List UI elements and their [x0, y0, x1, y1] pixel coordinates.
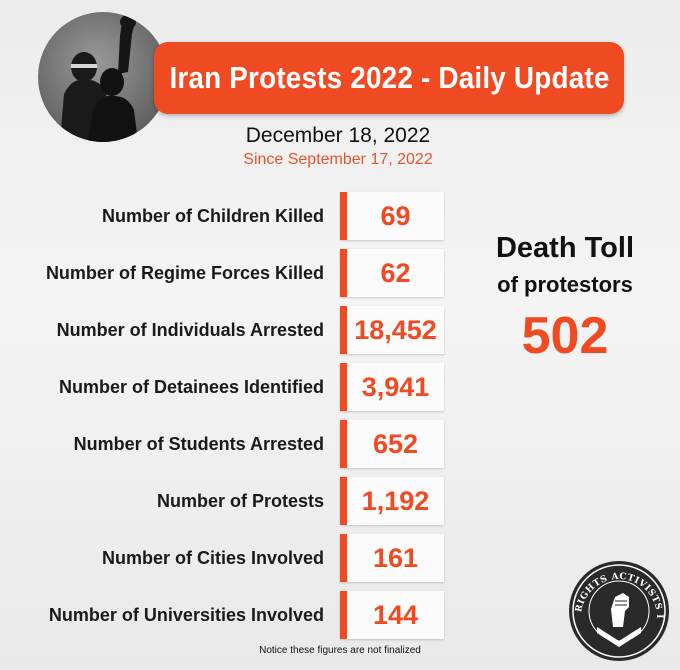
stat-box: 3,941 [340, 363, 444, 411]
stat-value: 18,452 [354, 315, 437, 345]
stat-row-universities-involved: Number of Universities Involved 144 [0, 591, 450, 639]
death-toll-value: 502 [521, 307, 609, 365]
stat-row-cities-involved: Number of Cities Involved 161 [0, 534, 450, 582]
stat-label: Number of Individuals Arrested [56, 320, 324, 340]
protester-silhouette-icon [60, 15, 138, 142]
stat-row-regime-forces-killed: Number of Regime Forces Killed 62 [0, 249, 450, 297]
raised-fist-icon: HUMAN RIGHTS ACTIVISTS IN IRAN [560, 550, 669, 661]
stat-value: 3,941 [361, 372, 430, 402]
stat-value: 62 [380, 258, 411, 288]
stat-label: Number of Regime Forces Killed [45, 263, 324, 283]
death-toll-subtitle: of protestors [497, 272, 633, 297]
stat-value: 161 [372, 543, 419, 573]
stat-label: Number of Universities Involved [48, 605, 324, 625]
title-banner: Iran Protests 2022 - Daily Update [154, 42, 624, 114]
protester-photo [38, 12, 168, 142]
stat-value: 652 [372, 429, 419, 459]
since-date: Since September 17, 2022 [243, 151, 433, 168]
hrai-logo: HUMAN RIGHTS ACTIVISTS IN IRAN [560, 550, 673, 665]
death-toll-title: Death Toll [495, 232, 635, 264]
stat-box: 69 [340, 192, 444, 240]
stat-value: 1,192 [361, 486, 430, 516]
page-title: Iran Protests 2022 - Daily Update [168, 60, 610, 95]
stat-box: 652 [340, 420, 444, 468]
stat-row-individuals-arrested: Number of Individuals Arrested 18,452 [0, 306, 450, 354]
stat-box: 18,452 [340, 306, 444, 354]
stat-value: 69 [380, 201, 411, 231]
stat-value: 144 [372, 600, 419, 630]
stat-box: 144 [340, 591, 444, 639]
stat-row-protests: Number of Protests 1,192 [0, 477, 450, 525]
stat-label: Number of Cities Involved [101, 548, 324, 568]
stat-row-students-arrested: Number of Students Arrested 652 [0, 420, 450, 468]
stat-box: 161 [340, 534, 444, 582]
stat-label: Number of Detainees Identified [58, 377, 324, 397]
notice-text: Notice these figures are not finalized [259, 645, 421, 656]
stat-box: 62 [340, 249, 444, 297]
update-date: December 18, 2022 [245, 124, 431, 147]
stat-label: Number of Children Killed [101, 206, 324, 226]
stat-box: 1,192 [340, 477, 444, 525]
stat-row-detainees-identified: Number of Detainees Identified 3,941 [0, 363, 450, 411]
stat-row-children-killed: Number of Children Killed 69 [0, 192, 450, 240]
stat-label: Number of Students Arrested [73, 434, 324, 454]
stat-label: Number of Protests [156, 491, 324, 511]
